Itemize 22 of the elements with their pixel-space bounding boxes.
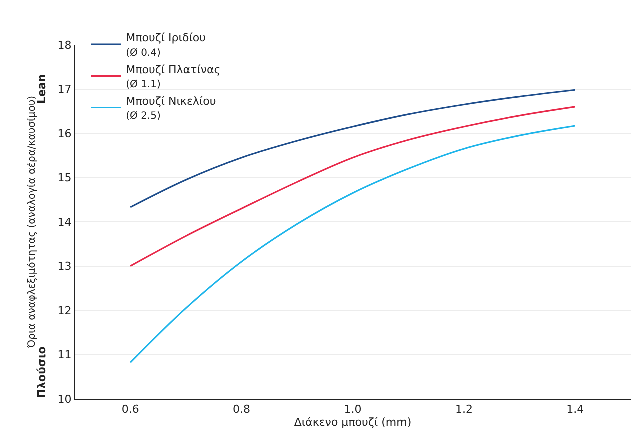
x-tick-label: 0.8 xyxy=(233,403,251,416)
x-tick-label: 1.2 xyxy=(455,403,473,416)
y-axis-title: Όρια αναφλεξιμότητας (αναλογία αέρα/καυσίμου) xyxy=(26,96,38,350)
y-tick-label: 16 xyxy=(58,127,72,140)
x-tick-label: 1.4 xyxy=(566,403,584,416)
y-tick-label: 10 xyxy=(58,392,72,406)
x-tick-label: 0.6 xyxy=(122,403,140,416)
y-tick-label: 13 xyxy=(58,260,72,274)
y-tick-label: 18 xyxy=(58,38,72,52)
y-tick-label: 12 xyxy=(58,304,72,318)
y-tick-label: 11 xyxy=(58,348,72,362)
x-tick-label: 1.0 xyxy=(344,403,362,416)
legend-label: Μπουζί Νικελίου (Ø 2.5) xyxy=(126,94,216,122)
x-axis-title: Διάκενο μπουζί (mm) xyxy=(294,416,412,430)
line-series xyxy=(130,125,576,364)
text: Πλούσιο xyxy=(35,346,48,398)
legend-label: Μπουζί Ιριδίου (Ø 0.4) xyxy=(126,32,206,59)
legend-label: Μπουζί Πλατίνας (Ø 1.1) xyxy=(126,63,221,91)
text: Lean xyxy=(36,74,49,104)
y-tick-label: 14 xyxy=(58,216,72,229)
y-tick-label: 15 xyxy=(58,172,72,185)
y-tick-label: 17 xyxy=(58,83,72,96)
